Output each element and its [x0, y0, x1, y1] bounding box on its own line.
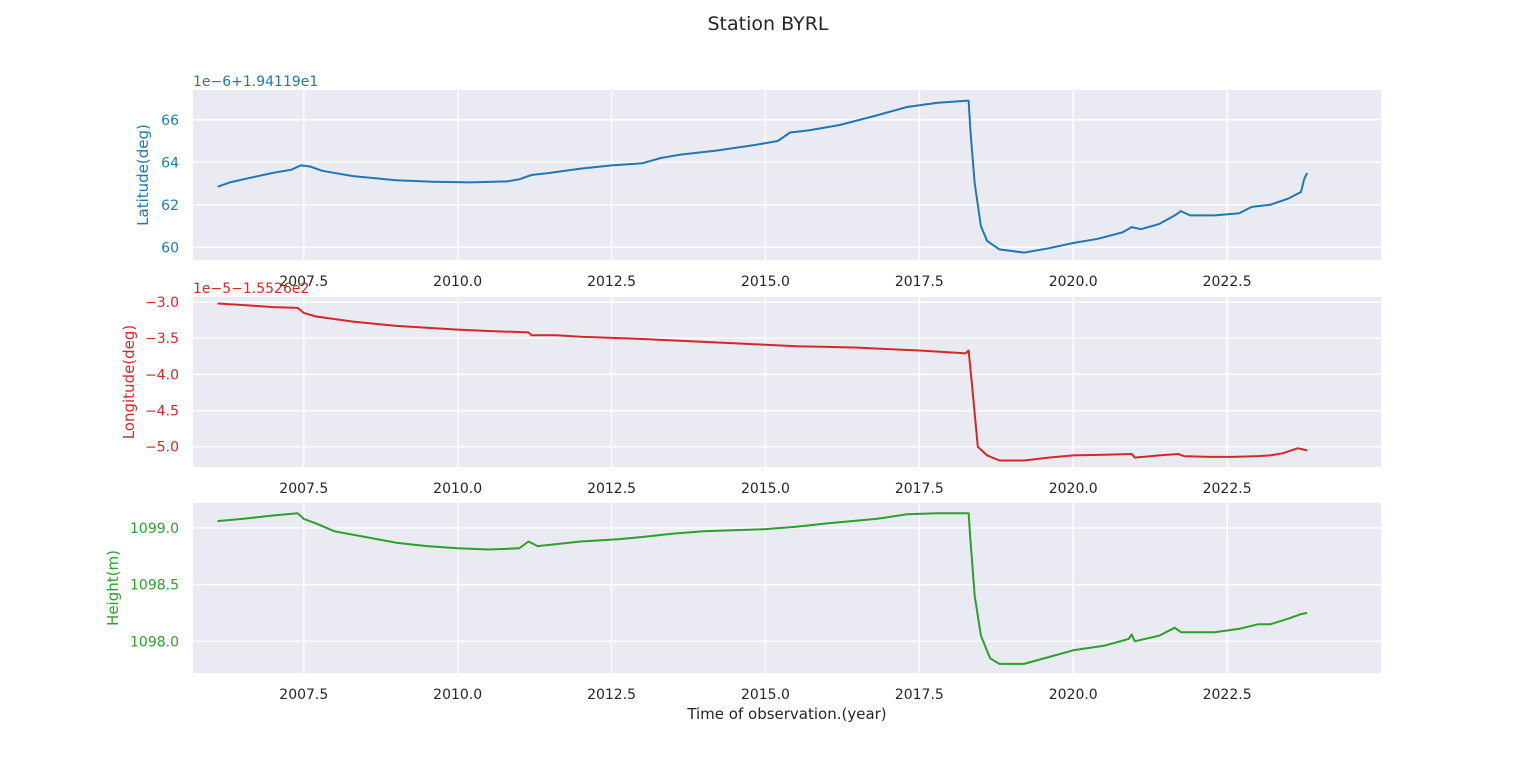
- x-tick-label: 2010.0: [433, 687, 482, 703]
- x-tick-label: 2022.5: [1203, 687, 1252, 703]
- x-tick-label: 2007.5: [279, 274, 328, 290]
- x-tick-label: 2020.0: [1049, 274, 1098, 290]
- y-tick-label: −4.0: [145, 367, 179, 383]
- x-axis-label: Time of observation.(year): [686, 705, 886, 723]
- x-tick-label: 2015.0: [741, 687, 790, 703]
- x-tick-label: 2020.0: [1049, 687, 1098, 703]
- y-axis-label: Latitude(deg): [134, 124, 152, 226]
- subplot-1: 2007.5 2010.0 2012.5 2015.0 2017.5 2020.0 2022…: [134, 74, 1381, 290]
- y-tick-label: −3.5: [145, 331, 179, 347]
- x-tick-label: 2017.5: [895, 274, 944, 290]
- figure-title: Station BYRL: [708, 13, 829, 35]
- x-tick-label: 2012.5: [587, 687, 636, 703]
- y-tick-label: −5.0: [145, 440, 179, 456]
- x-tick-label: 2012.5: [587, 481, 636, 497]
- x-tick-label: 2017.5: [895, 687, 944, 703]
- y-tick-label: 64: [161, 155, 179, 171]
- x-tick-label: 2007.5: [279, 687, 328, 703]
- x-tick-label: 2017.5: [895, 481, 944, 497]
- x-tick-label: 2010.0: [433, 274, 482, 290]
- y-tick-label: −3.0: [145, 295, 179, 311]
- x-tick-label: 2015.0: [741, 481, 790, 497]
- subplot-3: 2007.5 2010.0 2012.5 2015.0 2017.5 2020.0 2022…: [104, 503, 1381, 723]
- y-axis-label: Longitude(deg): [120, 325, 138, 440]
- subplots: 2007.5 2010.0 2012.5 2015.0 2017.5 2020.0 2022…: [104, 74, 1381, 723]
- y-tick-label: 62: [161, 198, 179, 214]
- plot-area: [193, 90, 1381, 260]
- axis-offset-label: 1e−6+1.94119e1: [193, 74, 318, 90]
- y-tick-label: −4.5: [145, 404, 179, 420]
- x-tick-label: 2010.0: [433, 481, 482, 497]
- y-tick-label: 1098.0: [130, 634, 179, 650]
- plot-area: [193, 503, 1381, 673]
- y-axis-label: Height(m): [104, 550, 122, 626]
- axis-offset-label: 1e−5−1.5526e2: [193, 281, 309, 297]
- series-line: [217, 512, 1308, 665]
- series-line: [217, 99, 1309, 254]
- x-tick-label: 2022.5: [1203, 274, 1252, 290]
- y-tick-label: 60: [161, 240, 179, 256]
- y-tick-label: 1098.5: [130, 578, 179, 594]
- x-tick-label: 2012.5: [587, 274, 636, 290]
- subplot-2: 2007.5 2010.0 2012.5 2015.0 2017.5 2020.0 2022…: [120, 281, 1381, 497]
- x-tick-label: 2015.0: [741, 274, 790, 290]
- series-line: [217, 302, 1308, 462]
- x-tick-label: 2007.5: [279, 481, 328, 497]
- x-tick-label: 2020.0: [1049, 481, 1098, 497]
- y-tick-label: 66: [161, 113, 179, 129]
- y-tick-label: 1099.0: [130, 521, 179, 537]
- x-tick-label: 2022.5: [1203, 481, 1252, 497]
